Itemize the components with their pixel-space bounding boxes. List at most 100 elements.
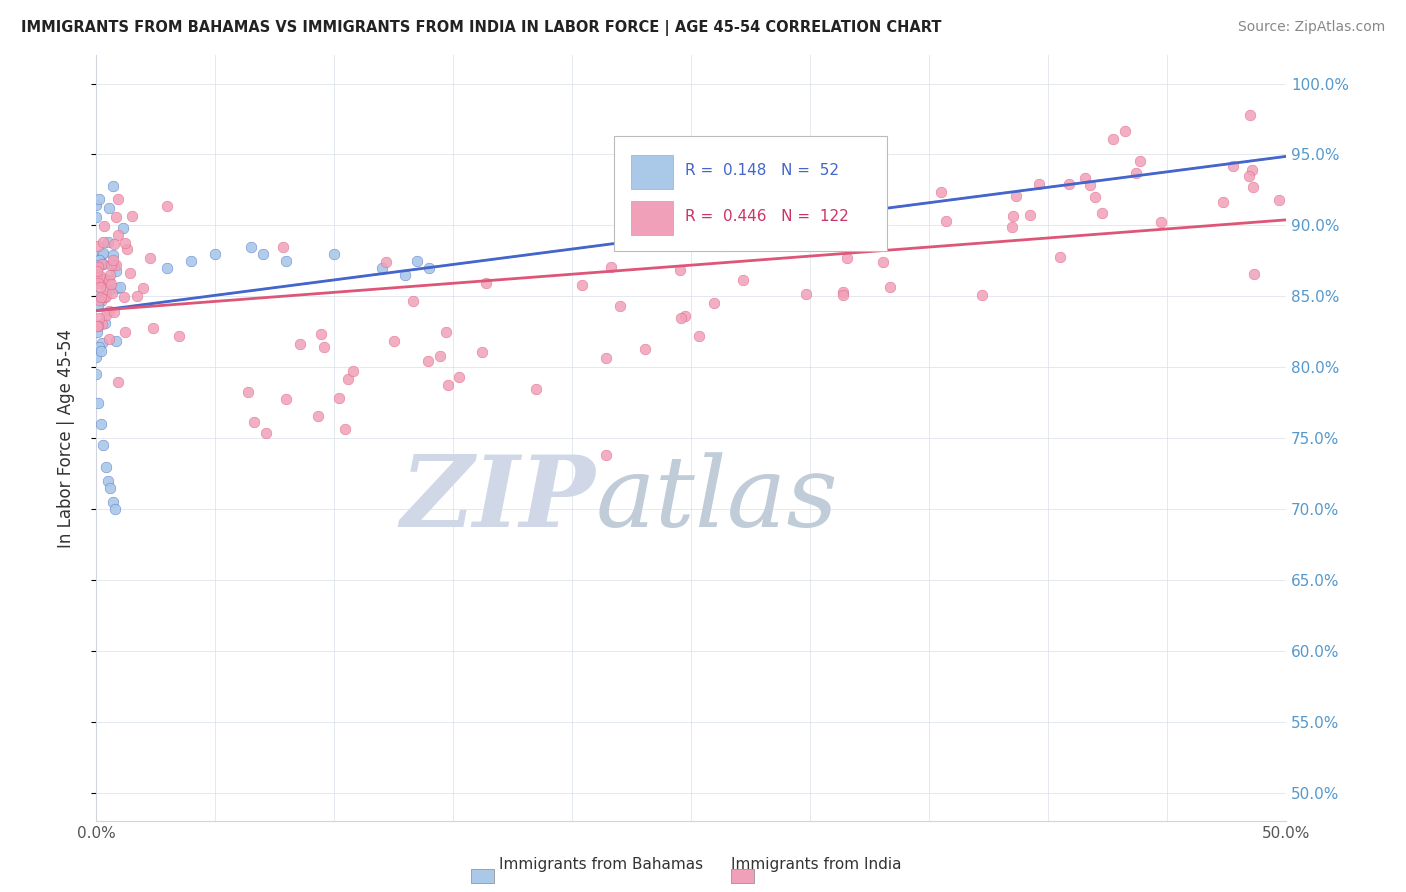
Point <box>1005 189 1028 203</box>
Point <box>437 378 460 392</box>
Point <box>97 283 120 297</box>
Point <box>271 240 294 254</box>
Point <box>94 316 117 330</box>
Point <box>91 257 114 271</box>
Point <box>236 385 259 400</box>
Point <box>328 391 350 405</box>
Point <box>394 268 416 282</box>
Point <box>97 474 120 488</box>
Point <box>710 239 733 253</box>
Point <box>333 422 356 436</box>
Bar <box>631 201 673 235</box>
Point <box>1057 177 1080 191</box>
Point <box>342 364 364 378</box>
Point <box>90 247 112 261</box>
Point <box>86 319 108 334</box>
Point <box>112 290 135 304</box>
Point <box>90 417 112 431</box>
Point <box>1001 220 1024 235</box>
Point <box>100 277 122 291</box>
Y-axis label: In Labor Force | Age 45-54: In Labor Force | Age 45-54 <box>58 329 75 548</box>
Point <box>595 448 617 462</box>
Point <box>100 259 122 273</box>
Point <box>180 254 202 268</box>
Point <box>118 266 141 280</box>
Point <box>114 235 136 250</box>
Point <box>1222 160 1244 174</box>
Point <box>91 257 114 271</box>
Point <box>86 239 108 253</box>
Point <box>872 255 894 269</box>
Text: IMMIGRANTS FROM BAHAMAS VS IMMIGRANTS FROM INDIA IN LABOR FORCE | AGE 45-54 CORR: IMMIGRANTS FROM BAHAMAS VS IMMIGRANTS FR… <box>21 20 942 36</box>
Point <box>96 282 118 296</box>
Point <box>101 495 124 509</box>
Point <box>370 260 392 275</box>
Point <box>374 254 396 268</box>
Point <box>87 396 110 410</box>
Point <box>600 260 623 274</box>
Point <box>837 228 859 243</box>
Point <box>103 237 125 252</box>
Point <box>87 318 110 333</box>
Point <box>752 225 775 239</box>
Point <box>406 254 429 268</box>
Point <box>418 260 440 275</box>
Point <box>98 333 121 347</box>
Point <box>90 317 112 331</box>
Point <box>98 268 121 282</box>
Point <box>121 209 143 223</box>
Bar <box>631 154 673 189</box>
Point <box>1243 267 1265 281</box>
Text: Immigrants from India: Immigrants from India <box>731 857 901 872</box>
Point <box>1049 250 1071 264</box>
Point <box>103 305 125 319</box>
Point <box>104 210 127 224</box>
Point <box>434 325 457 339</box>
Point <box>90 272 112 286</box>
Point <box>91 438 114 452</box>
Point <box>1212 195 1234 210</box>
Point <box>107 228 129 243</box>
Point <box>91 235 114 250</box>
Point <box>524 382 547 396</box>
Point <box>94 459 117 474</box>
Point <box>132 281 155 295</box>
Point <box>91 336 114 351</box>
Point <box>100 286 122 301</box>
Point <box>879 280 901 294</box>
Text: ZIP: ZIP <box>401 451 596 548</box>
Point <box>733 273 755 287</box>
Point <box>89 340 111 354</box>
Point <box>87 298 110 312</box>
Point <box>1102 131 1125 145</box>
Point <box>1241 162 1264 177</box>
Point <box>90 294 112 309</box>
Point <box>167 329 190 343</box>
Point <box>1019 208 1042 222</box>
Point <box>1028 177 1050 191</box>
Point <box>97 235 120 249</box>
Point <box>1084 190 1107 204</box>
Point <box>1241 180 1264 194</box>
Point <box>252 247 274 261</box>
Point <box>794 286 817 301</box>
Point <box>323 247 346 261</box>
Point <box>86 264 108 278</box>
Point <box>1129 154 1152 169</box>
Point <box>1268 193 1291 207</box>
Point <box>703 295 725 310</box>
Point <box>97 273 120 287</box>
Point <box>312 340 335 354</box>
Point <box>103 178 125 193</box>
Point <box>105 281 128 295</box>
Point <box>104 502 127 516</box>
Point <box>474 276 496 290</box>
Point <box>402 293 425 308</box>
Point <box>634 342 657 356</box>
Point <box>103 259 125 273</box>
Point <box>935 213 957 227</box>
Point <box>86 269 108 284</box>
Point <box>831 285 853 300</box>
Point <box>1002 209 1025 223</box>
Point <box>84 198 107 212</box>
